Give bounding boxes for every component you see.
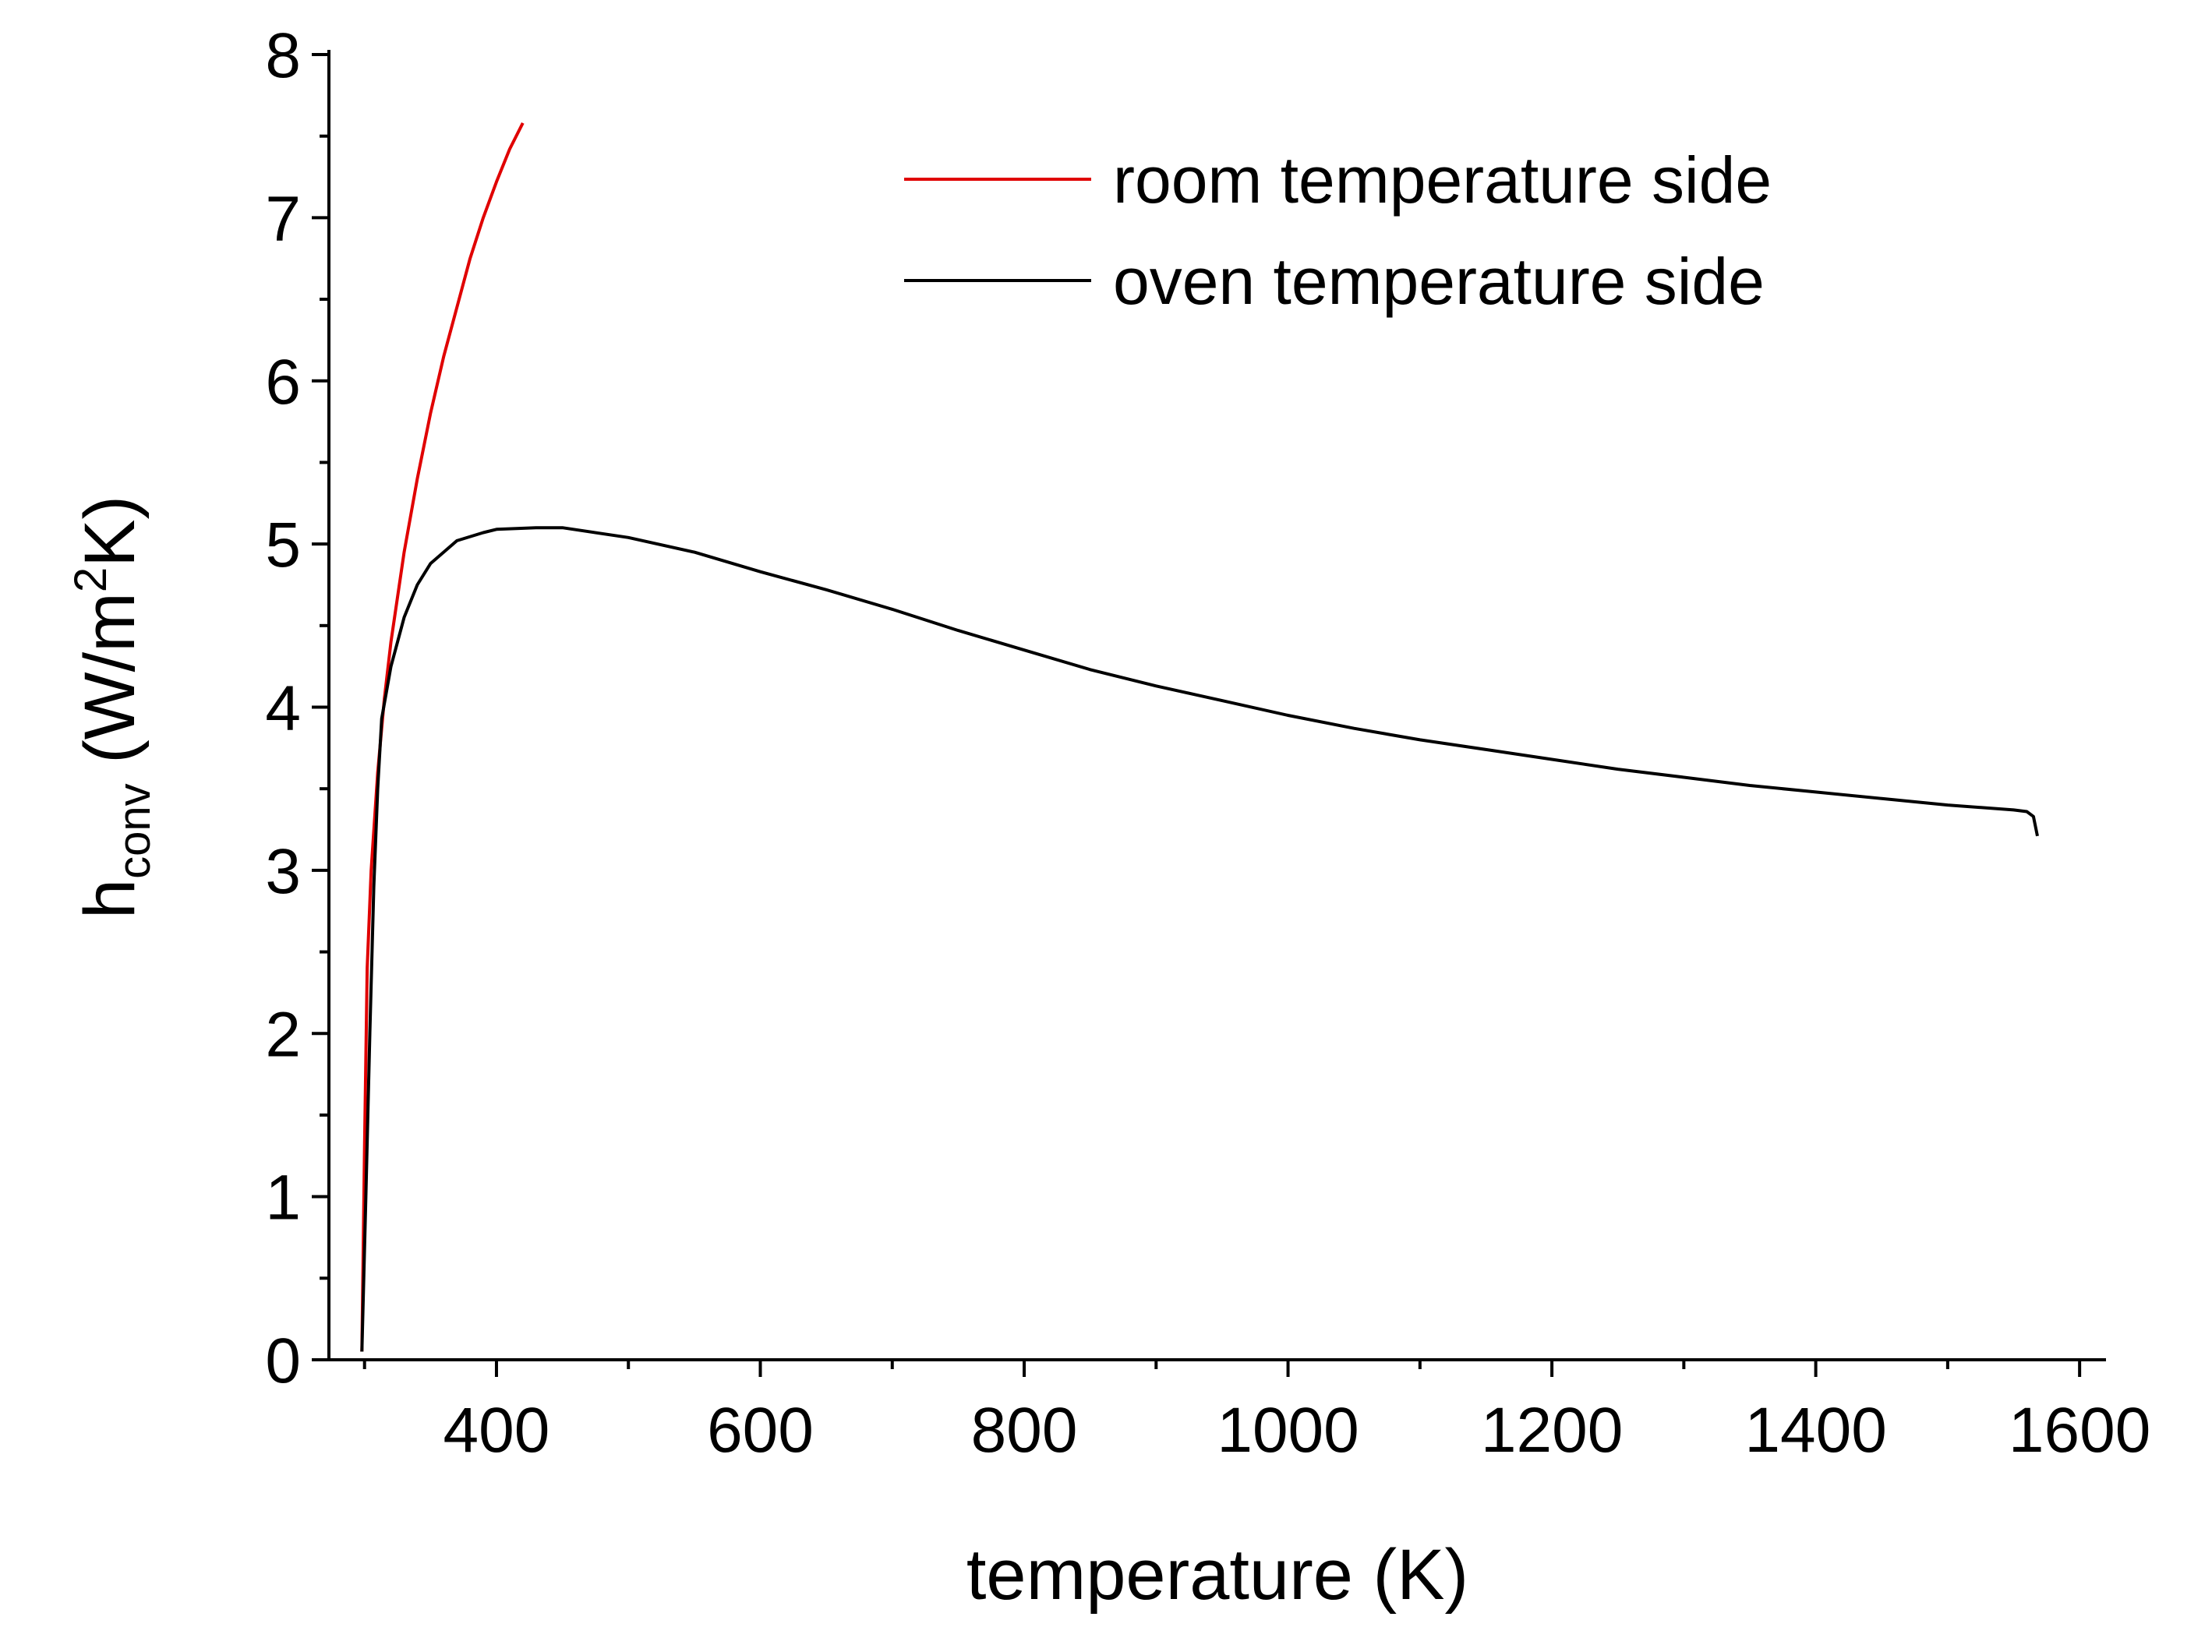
y-tick-label: 6 (265, 347, 301, 418)
plot-lines (360, 122, 2039, 1352)
x-tick-label: 1400 (1744, 1395, 1886, 1466)
y-tick-label: 5 (265, 510, 301, 581)
y-axis-title: hconv (W/m2K) (65, 496, 160, 919)
axes: 400 600 800 1000 1200 1400 1600 0 1 2 3 4 5 6 7 8 temper… (65, 20, 2150, 1615)
y-tick-label: 3 (265, 836, 301, 907)
y-tick-label: 1 (265, 1163, 301, 1234)
x-tick-label: 600 (707, 1395, 814, 1466)
y-tick-label: 0 (265, 1325, 301, 1396)
x-tick-label: 400 (443, 1395, 550, 1466)
x-axis-title: temperature (K) (966, 1535, 1468, 1615)
y-tick-label: 2 (265, 999, 301, 1070)
legend-label-2: oven temperature side (1113, 245, 1765, 318)
y-tick-label: 7 (265, 183, 301, 254)
legend-label-1: room temperature side (1113, 143, 1772, 217)
series-line-2 (360, 526, 2039, 1352)
legend: room temperature side oven temperature si… (904, 143, 1772, 318)
y-tick-label: 8 (265, 20, 301, 91)
y-tick-label: 4 (265, 673, 301, 744)
x-tick-label: 1000 (1217, 1395, 1359, 1466)
x-tick-label: 1600 (2009, 1395, 2150, 1466)
x-tick-label: 800 (971, 1395, 1078, 1466)
series-line-1 (360, 122, 525, 1352)
x-tick-label: 1200 (1481, 1395, 1623, 1466)
